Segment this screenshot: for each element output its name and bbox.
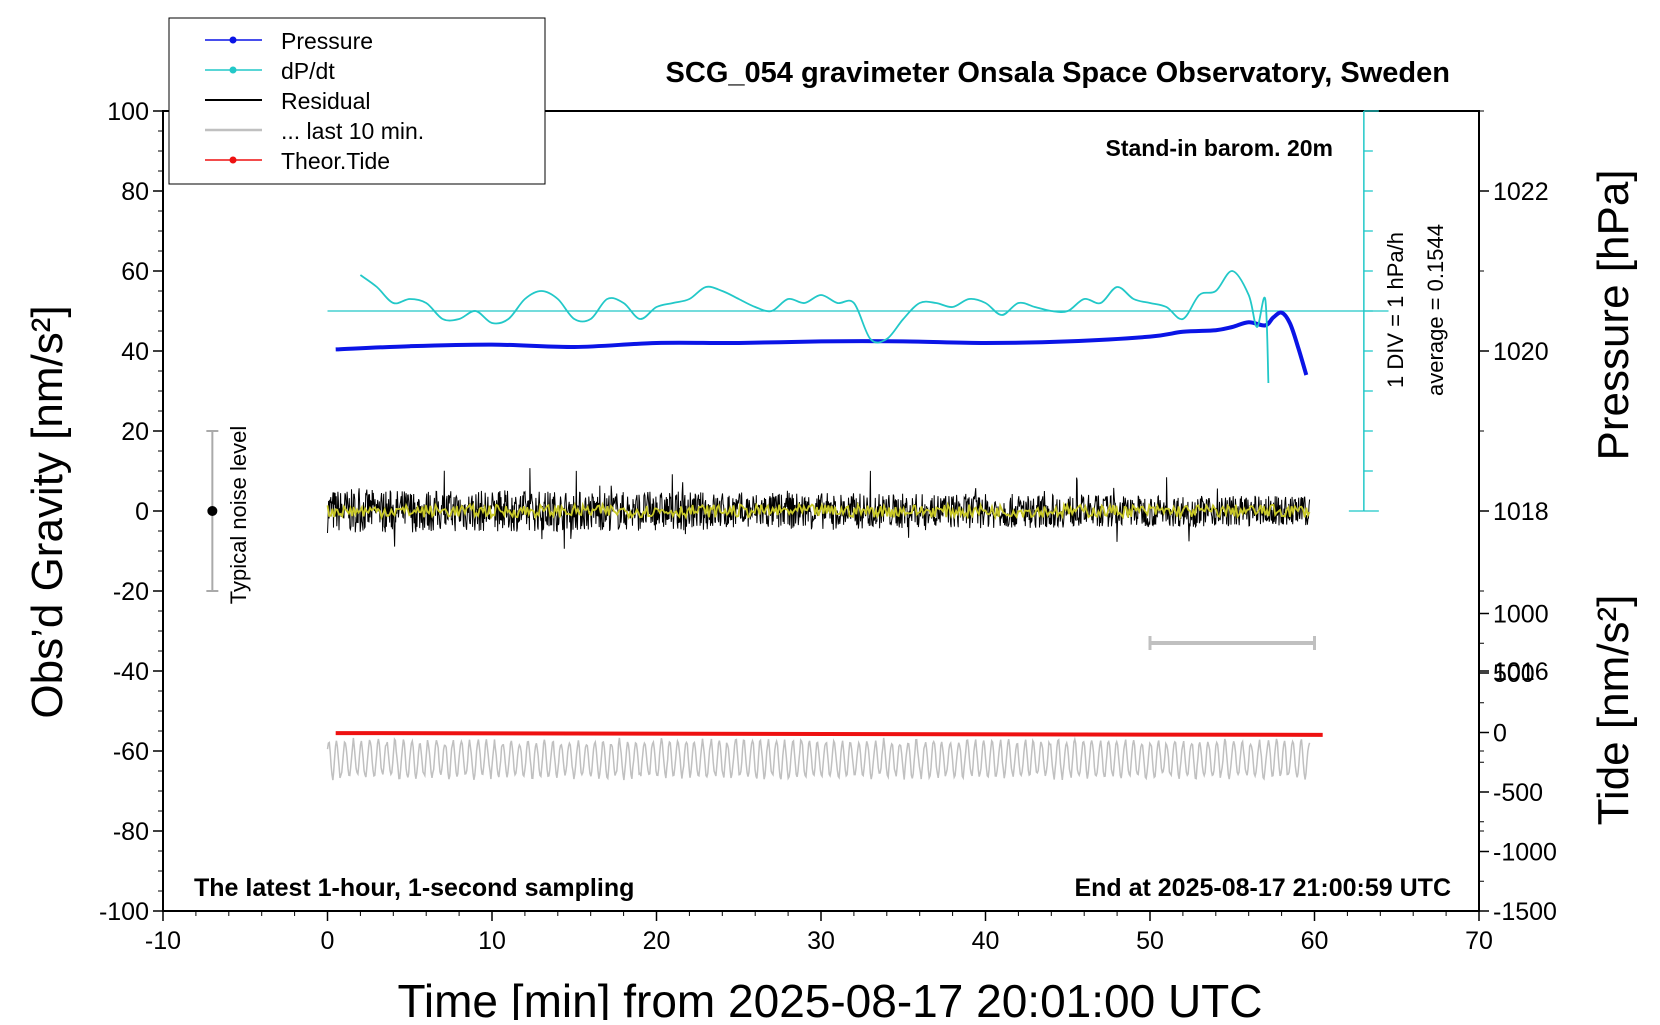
x-tick-label: 10 xyxy=(478,927,506,955)
y-tick-label: -20 xyxy=(113,578,149,606)
pressure-tick-label: 1016 xyxy=(1493,658,1549,686)
legend-label-tide: Theor.Tide xyxy=(281,148,390,174)
x-tick-label: 20 xyxy=(643,927,671,955)
y-tick-label: 0 xyxy=(135,498,149,526)
x-axis-label: Time [min] from 2025-08-17 20:01:00 UTC xyxy=(398,975,1263,1020)
tide-tick-label: -1000 xyxy=(1493,839,1557,867)
pressure-tick-label: 1022 xyxy=(1493,178,1549,206)
chart-title: SCG_054 gravimeter Onsala Space Observat… xyxy=(666,57,1450,89)
y-tick-label: 60 xyxy=(121,258,149,286)
series-pressure xyxy=(335,310,1309,376)
noise-bar-center xyxy=(207,506,218,516)
dpdt-average-note: average = 0.1544 xyxy=(1423,224,1448,396)
legend-item-tide: Theor.Tide xyxy=(205,148,390,174)
pressure-tick-label: 1020 xyxy=(1493,338,1549,366)
legend-label-dpdt: dP/dt xyxy=(281,58,335,84)
dpdt-scale-note: 1 DIV = 1 hPa/h xyxy=(1383,232,1408,388)
x-tick-label: 50 xyxy=(1136,927,1164,955)
legend-marker-tide xyxy=(229,156,237,164)
y-tick-label: 20 xyxy=(121,418,149,446)
legend-marker-pressure xyxy=(229,36,237,44)
period-note: The latest 1-hour, 1-second sampling xyxy=(194,874,634,902)
x-tick-label: 30 xyxy=(807,927,835,955)
tide-tick-label: -500 xyxy=(1493,779,1543,807)
tide-tick-label: 500 xyxy=(1493,660,1535,688)
end-time-note: End at 2025-08-17 21:00:59 UTC xyxy=(1074,874,1451,902)
y-tick-label: -60 xyxy=(113,738,149,766)
legend-marker-dpdt xyxy=(229,66,237,74)
tide-tick-label: 1000 xyxy=(1493,601,1549,629)
legend-item-residual: Residual xyxy=(205,88,371,114)
y-tick-label: 100 xyxy=(107,98,149,126)
series-layer xyxy=(206,270,1389,781)
y-tick-label: -80 xyxy=(113,818,149,846)
series-tide xyxy=(335,731,1323,737)
series-residual-smooth xyxy=(326,501,1311,521)
legend-item-last10: ... last 10 min. xyxy=(205,118,424,144)
y-axis-label-pressure: Pressure [hPa] xyxy=(1589,169,1638,460)
y-tick-label: 80 xyxy=(121,178,149,206)
legend-label-residual: Residual xyxy=(281,88,371,114)
series-last10 xyxy=(326,736,1311,781)
y-tick-label: 40 xyxy=(121,338,149,366)
x-tick-label: 0 xyxy=(321,927,335,955)
x-tick-label: 40 xyxy=(972,927,1000,955)
legend: Pressure dP/dt Residual ... last 10 min.… xyxy=(168,17,546,185)
y-axis-label-gravity: Obs’d Gravity [nm/s²] xyxy=(23,305,72,718)
tide-tick-label: 0 xyxy=(1493,720,1507,748)
x-tick-label: 70 xyxy=(1465,927,1493,955)
barometer-note: Stand-in barom. 20m xyxy=(1106,135,1333,161)
y-tick-label: -100 xyxy=(99,898,149,926)
legend-label-pressure: Pressure xyxy=(281,28,373,54)
series-dpdt xyxy=(359,270,1270,384)
x-tick-label: 60 xyxy=(1301,927,1329,955)
legend-label-last10: ... last 10 min. xyxy=(281,118,424,144)
dpdt-scale-bar xyxy=(1348,110,1379,512)
y-axis-label-tide: Tide [nm/s²] xyxy=(1589,595,1638,826)
ticks-layer: -10 0 10 20 30 40 50 60 70100806040200-20-40-60-… xyxy=(99,98,1557,955)
tide-tick-label: -1500 xyxy=(1493,898,1557,926)
x-tick-label: -10 xyxy=(145,927,181,955)
y-tick-label: -40 xyxy=(113,658,149,686)
legend-item-pressure: Pressure xyxy=(205,28,373,54)
legend-item-dpdt: dP/dt xyxy=(205,58,335,84)
noise-label: Typical noise level xyxy=(226,426,251,605)
pressure-tick-label: 1018 xyxy=(1493,498,1549,526)
